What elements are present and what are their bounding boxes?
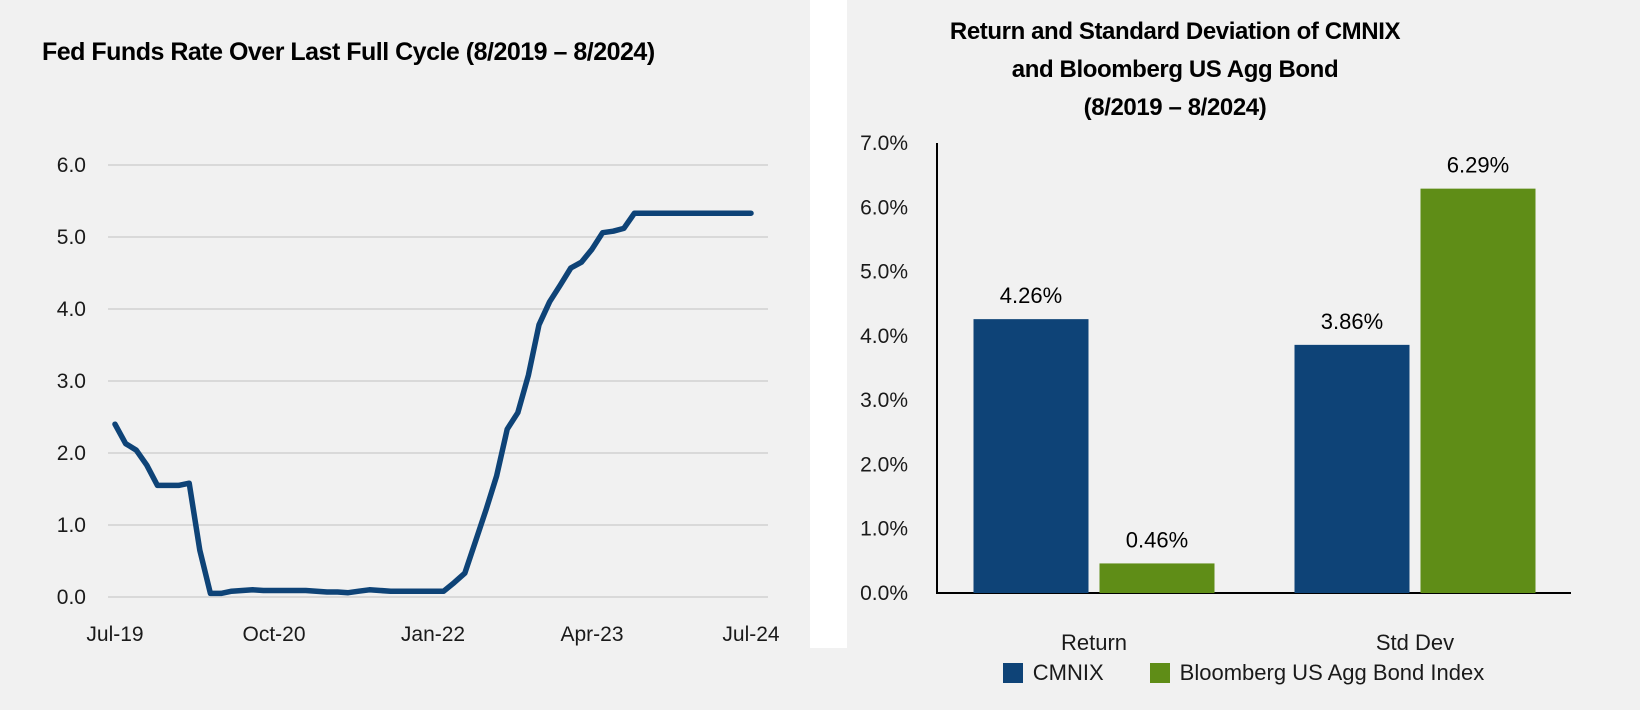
y-tick-label: 6.0	[57, 154, 86, 177]
bar-value-label: 4.26%	[1000, 283, 1062, 308]
bar-chart-title-line-3: (8/2019 – 8/2024)	[1083, 94, 1267, 121]
y-tick-label: 7.0%	[860, 132, 908, 155]
y-tick-label: 0.0%	[860, 582, 908, 605]
bar-value-label: 6.29%	[1447, 153, 1509, 178]
bar-chart-title: Return and Standard Deviation of CMNIX a…	[847, 13, 1503, 127]
return-stddev-chart-panel: Return and Standard Deviation of CMNIX a…	[847, 0, 1640, 710]
x-tick-label: Jul-19	[86, 623, 143, 646]
legend-item-cmnix: CMNIX	[1002, 660, 1104, 686]
y-tick-label: 5.0	[57, 226, 86, 249]
cmnix-swatch-icon	[1002, 663, 1023, 683]
panel-divider	[810, 0, 847, 648]
y-tick-label: 4.0%	[860, 325, 908, 348]
bar-std-dev	[1294, 344, 1410, 593]
return-stddev-bar-plot: 0.0% 1.0% 2.0% 3.0% 4.0% 5.0% 6.0% 7.0% 4.26% 0.4…	[860, 132, 1571, 655]
y-tick-label: 2.0%	[860, 453, 908, 476]
x-tick-label: Oct-20	[242, 623, 305, 646]
y-tick-label: 3.0	[57, 370, 86, 393]
fed-funds-chart-panel: Fed Funds Rate Over Last Full Cycle (8/2…	[0, 0, 810, 710]
legend-label-agg-bond: Bloomberg US Agg Bond Index	[1179, 660, 1485, 685]
y-tick-label: 6.0%	[860, 196, 908, 219]
y-tick-label: 2.0	[57, 442, 86, 465]
bar-chart-title-line-1: Return and Standard Deviation of CMNIX	[949, 18, 1401, 45]
x-tick-label: Jul-24	[722, 623, 780, 646]
fed-funds-line-plot: 0.0 1.0 2.0 3.0 4.0 5.0 6.0 Jul-19 Oct-20 Jan-22 A…	[57, 154, 780, 646]
y-tick-label: 0.0	[57, 586, 86, 609]
bar-std-dev	[1420, 188, 1536, 593]
agg-bond-swatch-icon	[1149, 663, 1170, 683]
x-tick-label: Jan-22	[401, 623, 465, 646]
category-label: Std Dev	[1376, 630, 1454, 655]
legend-label-cmnix: CMNIX	[1032, 660, 1104, 685]
bar-return	[973, 319, 1089, 593]
bar-chart-title-line-2: and Bloomberg US Agg Bond	[1011, 56, 1339, 83]
y-tick-label: 4.0	[57, 298, 86, 321]
chart-legend: CMNIX Bloomberg US Agg Bond Index	[847, 660, 1640, 686]
bar-value-label: 3.86%	[1321, 309, 1383, 334]
fed-funds-chart-title: Fed Funds Rate Over Last Full Cycle (8/2…	[42, 38, 655, 66]
bar-value-label: 0.46%	[1126, 527, 1188, 552]
legend-item-agg-bond: Bloomberg US Agg Bond Index	[1149, 660, 1485, 686]
fed-funds-rate-line	[112, 210, 754, 597]
category-label: Return	[1061, 630, 1127, 655]
y-tick-label: 5.0%	[860, 261, 908, 284]
y-tick-label: 3.0%	[860, 389, 908, 412]
bar-return	[1099, 563, 1215, 593]
x-tick-label: Apr-23	[560, 623, 623, 646]
y-tick-label: 1.0%	[860, 518, 908, 541]
y-tick-label: 1.0	[57, 514, 86, 537]
